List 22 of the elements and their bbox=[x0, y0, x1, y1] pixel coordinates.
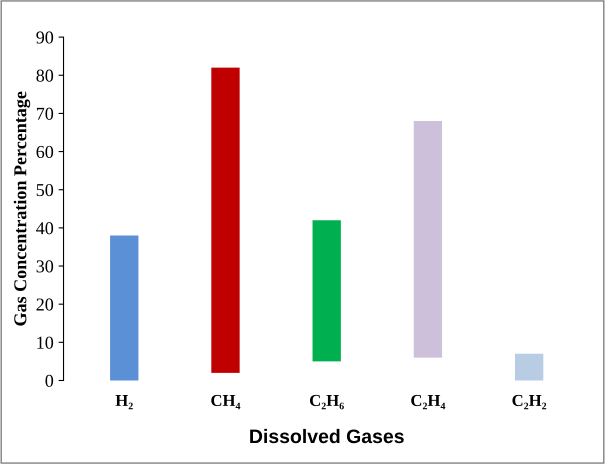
bar bbox=[211, 68, 240, 373]
x-tick-label: C₂H₆ bbox=[310, 394, 344, 410]
y-tick-label: 80 bbox=[36, 70, 54, 82]
x-tick-label: C₂H₄ bbox=[411, 394, 446, 410]
y-tick-label: 30 bbox=[36, 260, 54, 272]
x-axis-title: Dissolved Gases bbox=[250, 428, 404, 444]
y-tick-label: 70 bbox=[36, 108, 54, 120]
y-tick-label: 60 bbox=[36, 146, 54, 158]
y-tick-label: 90 bbox=[36, 31, 54, 44]
x-tick-label: C₂H₂ bbox=[512, 394, 546, 410]
bar bbox=[414, 121, 442, 358]
bar bbox=[110, 236, 138, 380]
x-tick-label: H₂ bbox=[116, 395, 133, 410]
y-tick-label: 10 bbox=[37, 336, 54, 349]
x-tick-label: CH₄ bbox=[211, 394, 240, 410]
y-axis-title: Gas Concentration Percentage bbox=[14, 92, 30, 326]
y-tick-label: 50 bbox=[36, 184, 54, 196]
y-tick-label: 20 bbox=[36, 298, 54, 311]
y-tick-label: 40 bbox=[36, 222, 54, 234]
bar bbox=[514, 354, 544, 380]
bar bbox=[312, 220, 341, 362]
y-tick-label: 0 bbox=[45, 374, 54, 387]
